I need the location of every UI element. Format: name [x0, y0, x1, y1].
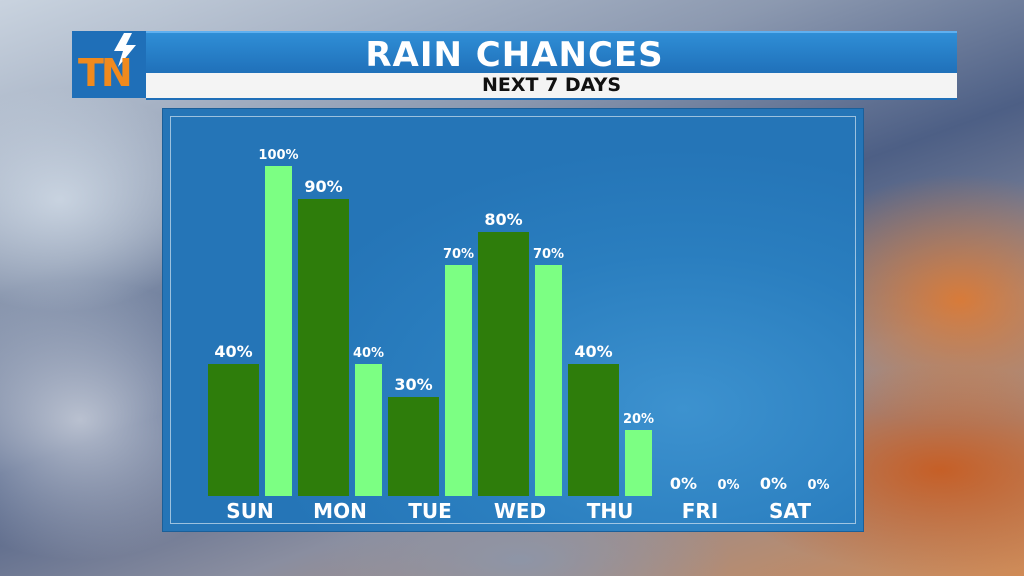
chart-subtitle: NEXT 7 DAYS — [481, 74, 622, 96]
bar-tue-b — [445, 265, 472, 496]
data-label-fri-b: 0% — [717, 478, 739, 493]
data-label-mon-b: 40% — [353, 346, 384, 361]
day-label-tue: TUE — [408, 499, 452, 523]
chart-panel: 40% 100% SUN 90% 40% MON 30% 70% TUE 80% 70% WED 40%… — [162, 108, 864, 532]
day-label-thu: THU — [587, 499, 634, 523]
bar-wed-b — [535, 265, 562, 496]
data-label-fri-a: 0% — [670, 474, 697, 493]
chart-panel-border — [170, 116, 856, 524]
day-label-fri: FRI — [682, 499, 719, 523]
chart-title: RAIN CHANCES — [365, 35, 664, 75]
data-label-wed-a: 80% — [484, 210, 522, 229]
rain-chance-chart: 40% 100% SUN 90% 40% MON 30% 70% TUE 80% 70% WED 40%… — [208, 148, 830, 523]
bar-mon-b — [355, 364, 382, 496]
station-logo: TN — [72, 31, 146, 98]
bar-thu-a — [568, 364, 619, 496]
bar-sun-a — [208, 364, 259, 496]
lightning-bolt-icon — [114, 33, 136, 67]
bar-wed-a — [478, 232, 529, 496]
day-label-mon: MON — [313, 499, 367, 523]
bar-tue-a — [388, 397, 439, 496]
data-label-tue-a: 30% — [394, 375, 432, 394]
bar-sun-b — [265, 166, 292, 496]
data-label-sun-a: 40% — [214, 342, 252, 361]
data-label-sat-a: 0% — [760, 474, 787, 493]
data-label-tue-b: 70% — [443, 247, 474, 262]
bar-mon-a — [298, 199, 349, 496]
subtitle-bar: NEXT 7 DAYS — [146, 73, 957, 100]
logo-text: TN — [78, 51, 133, 95]
data-label-wed-b: 70% — [533, 247, 564, 262]
data-label-thu-a: 40% — [574, 342, 612, 361]
day-label-wed: WED — [494, 499, 546, 523]
data-label-mon-a: 90% — [304, 177, 342, 196]
day-label-sat: SAT — [769, 499, 811, 523]
data-label-sat-b: 0% — [807, 478, 829, 493]
data-label-sun-b: 100% — [258, 148, 298, 163]
title-bar: RAIN CHANCES — [72, 31, 957, 75]
data-label-thu-b: 20% — [623, 412, 654, 427]
day-label-sun: SUN — [226, 499, 273, 523]
bar-thu-b — [625, 430, 652, 496]
